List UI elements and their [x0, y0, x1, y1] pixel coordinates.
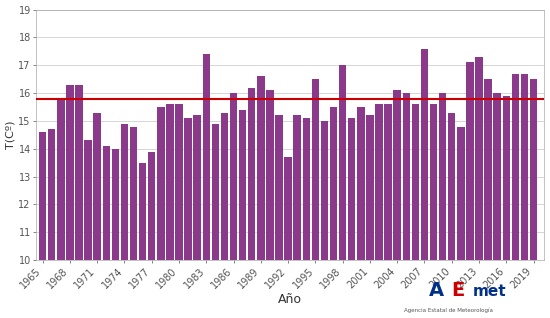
Bar [466, 62, 474, 318]
Bar [302, 118, 310, 318]
Bar [284, 157, 292, 318]
Bar [411, 104, 419, 318]
Bar [321, 121, 328, 318]
Bar [375, 104, 383, 318]
Bar [221, 113, 228, 318]
Bar [148, 152, 156, 318]
Bar [102, 146, 110, 318]
Bar [475, 57, 483, 318]
Bar [266, 90, 274, 318]
Bar [184, 118, 192, 318]
Bar [312, 79, 319, 318]
Bar [339, 65, 346, 318]
Bar [330, 107, 337, 318]
Bar [366, 115, 373, 318]
Bar [39, 132, 46, 318]
Text: E: E [451, 281, 464, 300]
Bar [530, 79, 537, 318]
Bar [493, 93, 501, 318]
Bar [257, 76, 265, 318]
Text: met: met [473, 284, 507, 299]
X-axis label: Año: Año [278, 293, 303, 306]
Bar [75, 85, 82, 318]
Bar [239, 110, 246, 318]
Bar [230, 93, 237, 318]
Text: Agencia Estatal de Meteorología: Agencia Estatal de Meteorología [404, 307, 493, 313]
Bar [120, 124, 128, 318]
Bar [430, 104, 437, 318]
Bar [166, 104, 174, 318]
Bar [348, 118, 355, 318]
Y-axis label: T(Cº): T(Cº) [6, 121, 15, 149]
Bar [403, 93, 410, 318]
Bar [202, 54, 210, 318]
Bar [157, 107, 164, 318]
Bar [503, 96, 510, 318]
Bar [94, 113, 101, 318]
Bar [57, 99, 64, 318]
Bar [393, 90, 401, 318]
Bar [457, 127, 465, 318]
Bar [66, 85, 74, 318]
Bar [294, 115, 301, 318]
Bar [512, 73, 519, 318]
Bar [139, 163, 146, 318]
Bar [194, 115, 201, 318]
Bar [384, 104, 392, 318]
Bar [130, 127, 138, 318]
Bar [48, 129, 56, 318]
Bar [448, 113, 455, 318]
Bar [439, 93, 447, 318]
Text: A: A [429, 281, 444, 300]
Bar [175, 104, 183, 318]
Bar [248, 87, 255, 318]
Bar [84, 141, 92, 318]
Bar [212, 124, 219, 318]
Bar [521, 73, 528, 318]
Bar [112, 149, 119, 318]
Bar [275, 115, 283, 318]
Bar [357, 107, 365, 318]
Bar [485, 79, 492, 318]
Bar [421, 49, 428, 318]
